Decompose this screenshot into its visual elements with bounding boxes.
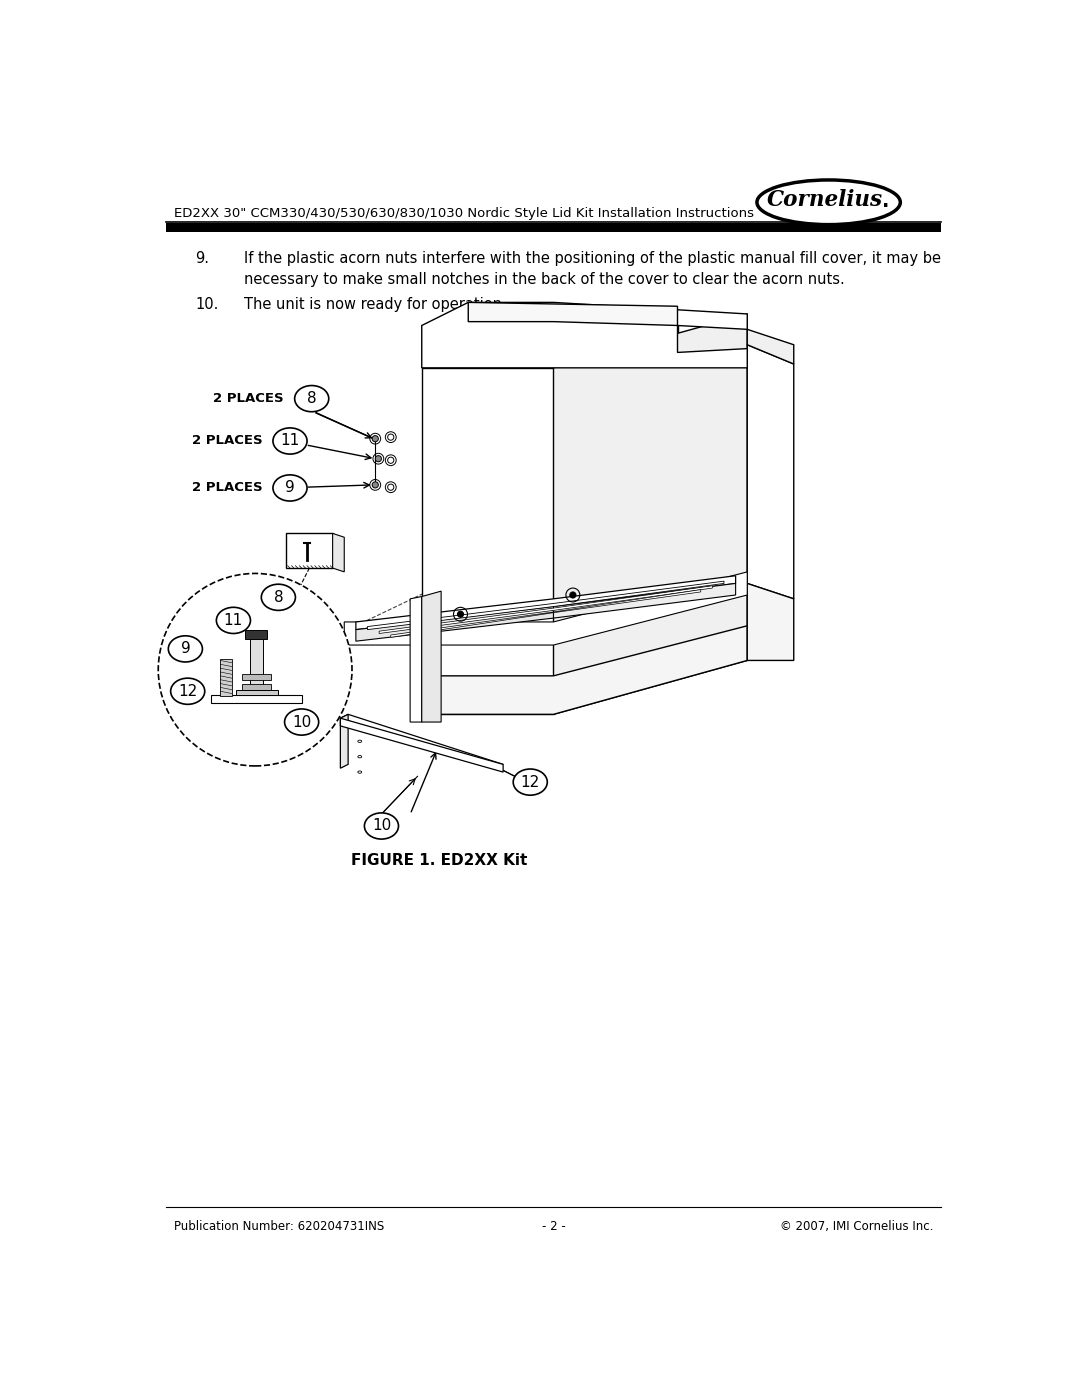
Ellipse shape — [273, 427, 307, 454]
Circle shape — [373, 482, 378, 488]
Text: 10: 10 — [292, 714, 311, 729]
Circle shape — [375, 455, 381, 462]
Text: 9: 9 — [285, 481, 295, 496]
Ellipse shape — [216, 608, 251, 633]
Polygon shape — [356, 606, 554, 641]
Text: Cornelius: Cornelius — [767, 189, 882, 211]
Polygon shape — [340, 714, 348, 768]
Text: 11: 11 — [224, 613, 243, 627]
Text: ·: · — [882, 197, 890, 215]
Polygon shape — [747, 330, 794, 365]
Text: 10.: 10. — [195, 298, 219, 312]
Ellipse shape — [261, 584, 296, 610]
Text: © 2007, IMI Cornelius Inc.: © 2007, IMI Cornelius Inc. — [780, 1220, 933, 1234]
Polygon shape — [410, 597, 422, 722]
Text: FIGURE 1. ED2XX Kit: FIGURE 1. ED2XX Kit — [351, 854, 528, 868]
Ellipse shape — [171, 678, 205, 704]
Polygon shape — [333, 534, 345, 571]
Ellipse shape — [273, 475, 307, 502]
Text: 11: 11 — [281, 433, 299, 448]
Polygon shape — [286, 534, 333, 569]
Text: 2 PLACES: 2 PLACES — [192, 434, 262, 447]
Polygon shape — [220, 659, 232, 696]
Ellipse shape — [513, 768, 548, 795]
Polygon shape — [249, 637, 262, 696]
Polygon shape — [245, 630, 267, 638]
Text: 12: 12 — [521, 774, 540, 789]
Polygon shape — [469, 302, 677, 326]
Text: The unit is now ready for operation.: The unit is now ready for operation. — [243, 298, 507, 312]
Polygon shape — [356, 576, 735, 630]
Polygon shape — [391, 590, 701, 637]
Polygon shape — [235, 690, 279, 696]
Text: If the plastic acorn nuts interfere with the positioning of the plastic manual f: If the plastic acorn nuts interfere with… — [243, 251, 941, 288]
Text: 2 PLACES: 2 PLACES — [192, 482, 262, 495]
Text: 9.: 9. — [195, 251, 210, 265]
Circle shape — [373, 436, 378, 441]
Polygon shape — [422, 302, 747, 367]
Polygon shape — [422, 591, 441, 722]
Text: 10: 10 — [372, 819, 391, 834]
Polygon shape — [422, 367, 554, 714]
Text: Publication Number: 620204731INS: Publication Number: 620204731INS — [174, 1220, 384, 1234]
Ellipse shape — [364, 813, 399, 840]
Polygon shape — [345, 571, 747, 645]
Text: 8: 8 — [307, 391, 316, 407]
Polygon shape — [422, 626, 747, 714]
Ellipse shape — [757, 180, 901, 225]
Polygon shape — [242, 683, 271, 690]
Polygon shape — [747, 584, 794, 661]
Text: 8: 8 — [273, 590, 283, 605]
Text: 9: 9 — [180, 641, 190, 657]
Polygon shape — [242, 675, 271, 680]
Text: - 2 -: - 2 - — [542, 1220, 565, 1234]
Polygon shape — [211, 696, 301, 703]
Circle shape — [570, 592, 576, 598]
Polygon shape — [340, 714, 503, 768]
Text: 12: 12 — [178, 683, 198, 698]
Text: 2 PLACES: 2 PLACES — [213, 393, 284, 405]
Polygon shape — [379, 585, 713, 633]
Polygon shape — [166, 224, 941, 232]
Polygon shape — [367, 581, 724, 630]
Ellipse shape — [168, 636, 202, 662]
Polygon shape — [747, 345, 794, 599]
Polygon shape — [554, 584, 735, 617]
Polygon shape — [554, 314, 747, 714]
Polygon shape — [340, 718, 503, 773]
Ellipse shape — [284, 708, 319, 735]
Ellipse shape — [295, 386, 328, 412]
Text: ED2XX 30" CCM330/430/530/630/830/1030 Nordic Style Lid Kit Installation Instruct: ED2XX 30" CCM330/430/530/630/830/1030 No… — [174, 207, 754, 221]
Circle shape — [159, 573, 352, 766]
Circle shape — [458, 610, 463, 617]
